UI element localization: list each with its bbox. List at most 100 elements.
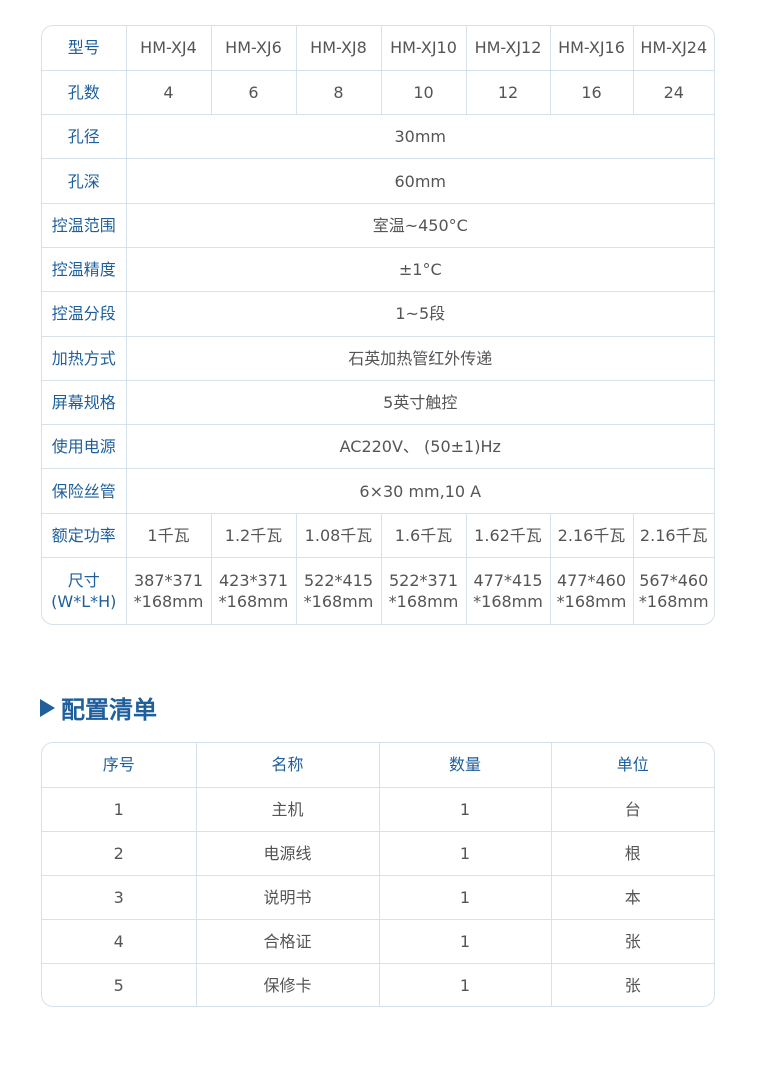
size-cell: 522*415 *168mm <box>295 557 382 624</box>
spec-row: 加热方式 石英加热管红外传递 <box>42 335 714 381</box>
table-cell: 合格证 <box>195 918 380 964</box>
spec-row: 孔深 60mm <box>42 158 714 204</box>
config-table: 序号 名称 数量 单位 1 主机 1 台 2 电源线 1 根 3 说明书 1 本 4 合格证 1 张 5 保修卡 1 张 <box>41 742 715 1007</box>
row-label: 屏幕规格 <box>42 379 127 426</box>
table-cell: 1 <box>378 918 552 964</box>
table-cell: 本 <box>550 874 714 920</box>
table-cell: 张 <box>550 962 714 1006</box>
table-cell: 台 <box>550 786 714 832</box>
row-value: 5英寸触控 <box>125 379 714 426</box>
power-row: 额定功率 1千瓦 1.2千瓦 1.08千瓦 1.6千瓦 1.62千瓦 2.16千瓦 2.16千… <box>42 512 714 559</box>
spec-table: 型号 HM-XJ4 HM-XJ6 HM-XJ8 HM-XJ10 HM-XJ12 HM-XJ1… <box>41 25 715 625</box>
table-cell: 根 <box>550 830 714 876</box>
table-row: 3 说明书 1 本 <box>42 874 714 920</box>
size-row: 尺寸 (W*L*H) 387*371 *168mm 423*371 *168mm 522*4… <box>42 557 714 624</box>
table-cell: 说明书 <box>195 874 380 920</box>
table-cell: 1 <box>378 786 552 832</box>
model-cell: HM-XJ24 <box>632 26 714 71</box>
row-label: 控温范围 <box>42 202 127 248</box>
table-cell: 主机 <box>195 786 380 832</box>
table-cell: 电源线 <box>195 830 380 876</box>
power-cell: 2.16千瓦 <box>632 512 714 559</box>
size-h: *168mm <box>218 592 289 612</box>
size-cell: 522*371 *168mm <box>380 557 467 624</box>
table-cell: 保修卡 <box>195 962 380 1006</box>
table-cell: 张 <box>550 918 714 964</box>
spec-row: 控温范围 室温~450°C <box>42 202 714 248</box>
size-label: 尺寸 <box>67 571 100 591</box>
table-cell: 1 <box>378 830 552 876</box>
table-cell: 5 <box>42 962 197 1006</box>
model-cell: HM-XJ4 <box>125 26 212 71</box>
row-value: AC220V、 (50±1)Hz <box>125 424 714 470</box>
model-cell: HM-XJ6 <box>210 26 297 71</box>
row-label: 孔数 <box>42 69 127 116</box>
size-wl: 522*415 <box>303 571 374 591</box>
size-h: *168mm <box>473 592 543 612</box>
size-h: *168mm <box>133 592 204 612</box>
size-h: *168mm <box>638 592 709 612</box>
size-unit-label: (W*L*H) <box>51 592 117 612</box>
holes-cell: 16 <box>549 69 634 116</box>
size-wl: 567*460 <box>639 571 709 591</box>
size-wl: 387*371 <box>133 571 204 591</box>
config-heading: 配置清单 <box>40 690 157 725</box>
row-label: 尺寸 (W*L*H) <box>42 557 127 624</box>
power-cell: 1.08千瓦 <box>295 512 382 559</box>
triangle-right-icon <box>40 698 55 717</box>
row-label: 控温精度 <box>42 246 127 293</box>
spec-row: 屏幕规格 5英寸触控 <box>42 379 714 426</box>
table-cell: 3 <box>42 874 197 920</box>
size-wl: 477*460 <box>556 571 627 591</box>
holes-cell: 8 <box>295 69 382 116</box>
row-value: 6×30 mm,10 A <box>125 468 714 514</box>
table-row: 2 电源线 1 根 <box>42 830 714 876</box>
table-row: 1 主机 1 台 <box>42 786 714 832</box>
table-cell: 2 <box>42 830 197 876</box>
size-wl: 423*371 <box>218 571 289 591</box>
row-label: 控温分段 <box>42 291 127 337</box>
row-label: 保险丝管 <box>42 468 127 514</box>
column-header: 序号 <box>42 743 197 788</box>
model-cell: HM-XJ16 <box>549 26 634 71</box>
spec-row: 控温精度 ±1°C <box>42 246 714 293</box>
size-cell: 477*415 *168mm <box>465 557 551 624</box>
table-cell: 1 <box>42 786 197 832</box>
row-label: 额定功率 <box>42 512 127 559</box>
model-cell: HM-XJ12 <box>465 26 551 71</box>
size-wl: 522*371 <box>388 571 459 591</box>
column-header: 单位 <box>550 743 714 788</box>
size-h: *168mm <box>556 592 627 612</box>
model-row: 型号 HM-XJ4 HM-XJ6 HM-XJ8 HM-XJ10 HM-XJ12 HM-XJ1… <box>42 26 714 71</box>
spec-row: 控温分段 1~5段 <box>42 291 714 337</box>
size-cell: 423*371 *168mm <box>210 557 297 624</box>
column-header: 数量 <box>378 743 552 788</box>
power-cell: 1.2千瓦 <box>210 512 297 559</box>
table-row: 5 保修卡 1 张 <box>42 962 714 1006</box>
holes-cell: 4 <box>125 69 212 116</box>
row-value: 1~5段 <box>125 291 714 337</box>
size-wl: 477*415 <box>473 571 543 591</box>
row-value: 60mm <box>125 158 714 204</box>
power-cell: 1.62千瓦 <box>465 512 551 559</box>
size-h: *168mm <box>303 592 374 612</box>
row-value: 30mm <box>125 114 714 160</box>
config-title: 配置清单 <box>61 696 157 724</box>
holes-cell: 6 <box>210 69 297 116</box>
table-cell: 1 <box>378 874 552 920</box>
size-h: *168mm <box>388 592 459 612</box>
row-label: 孔深 <box>42 158 127 204</box>
power-cell: 2.16千瓦 <box>549 512 634 559</box>
table-cell: 4 <box>42 918 197 964</box>
size-cell: 567*460 *168mm <box>632 557 714 624</box>
spec-row: 保险丝管 6×30 mm,10 A <box>42 468 714 514</box>
table-cell: 1 <box>378 962 552 1006</box>
holes-row: 孔数 4 6 8 10 12 16 24 <box>42 69 714 116</box>
row-value: ±1°C <box>125 246 714 293</box>
table-row: 4 合格证 1 张 <box>42 918 714 964</box>
row-value: 室温~450°C <box>125 202 714 248</box>
holes-cell: 10 <box>380 69 467 116</box>
spec-row: 使用电源 AC220V、 (50±1)Hz <box>42 424 714 470</box>
spec-row: 孔径 30mm <box>42 114 714 160</box>
power-cell: 1.6千瓦 <box>380 512 467 559</box>
